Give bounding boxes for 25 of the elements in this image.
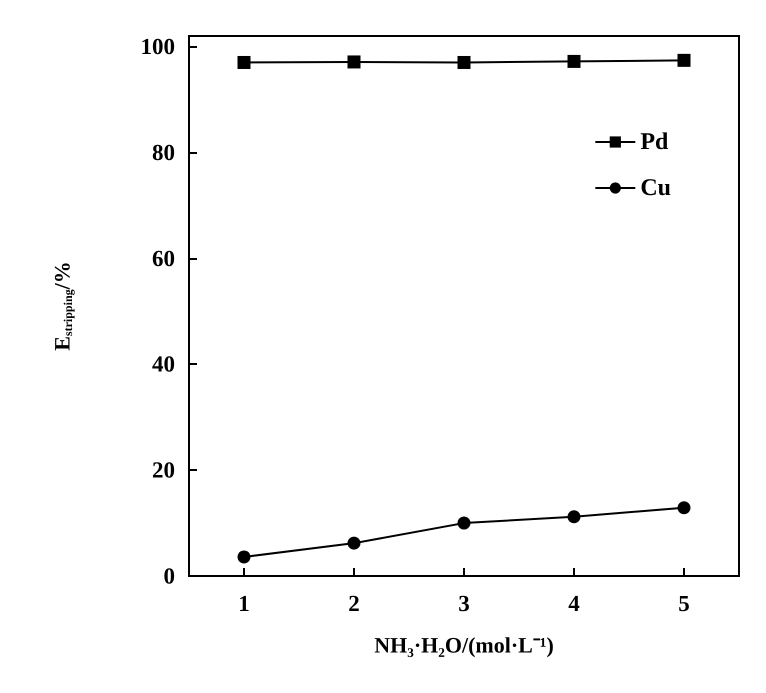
x-tick-label: 5 — [678, 591, 690, 616]
point — [568, 510, 580, 524]
point — [458, 56, 470, 69]
legend-label: Cu — [640, 175, 672, 201]
y-tick-label: 40 — [152, 352, 175, 377]
y-axis-title: Estripping/% — [50, 261, 75, 351]
y-tick-label: 80 — [152, 140, 175, 165]
point — [348, 536, 360, 550]
point — [678, 501, 690, 514]
point — [458, 516, 470, 530]
point — [348, 55, 360, 68]
point — [238, 56, 250, 69]
y-tick-label: 20 — [152, 458, 175, 483]
y-tick-label: 60 — [152, 246, 175, 271]
x-axis-title: NH₃·H₂O/(mol·L⁻¹) — [374, 632, 554, 658]
point — [568, 54, 580, 68]
x-tick-label: 3 — [458, 591, 470, 616]
y-tick-label: 0 — [164, 564, 175, 588]
point — [678, 54, 690, 67]
point — [238, 550, 250, 564]
x-tick-label: 2 — [348, 591, 360, 616]
x-tick-label: 4 — [568, 591, 580, 616]
x-tick-label: 1 — [238, 591, 250, 616]
legend-label: Pd — [640, 129, 669, 155]
y-tick-label: 100 — [140, 34, 175, 60]
